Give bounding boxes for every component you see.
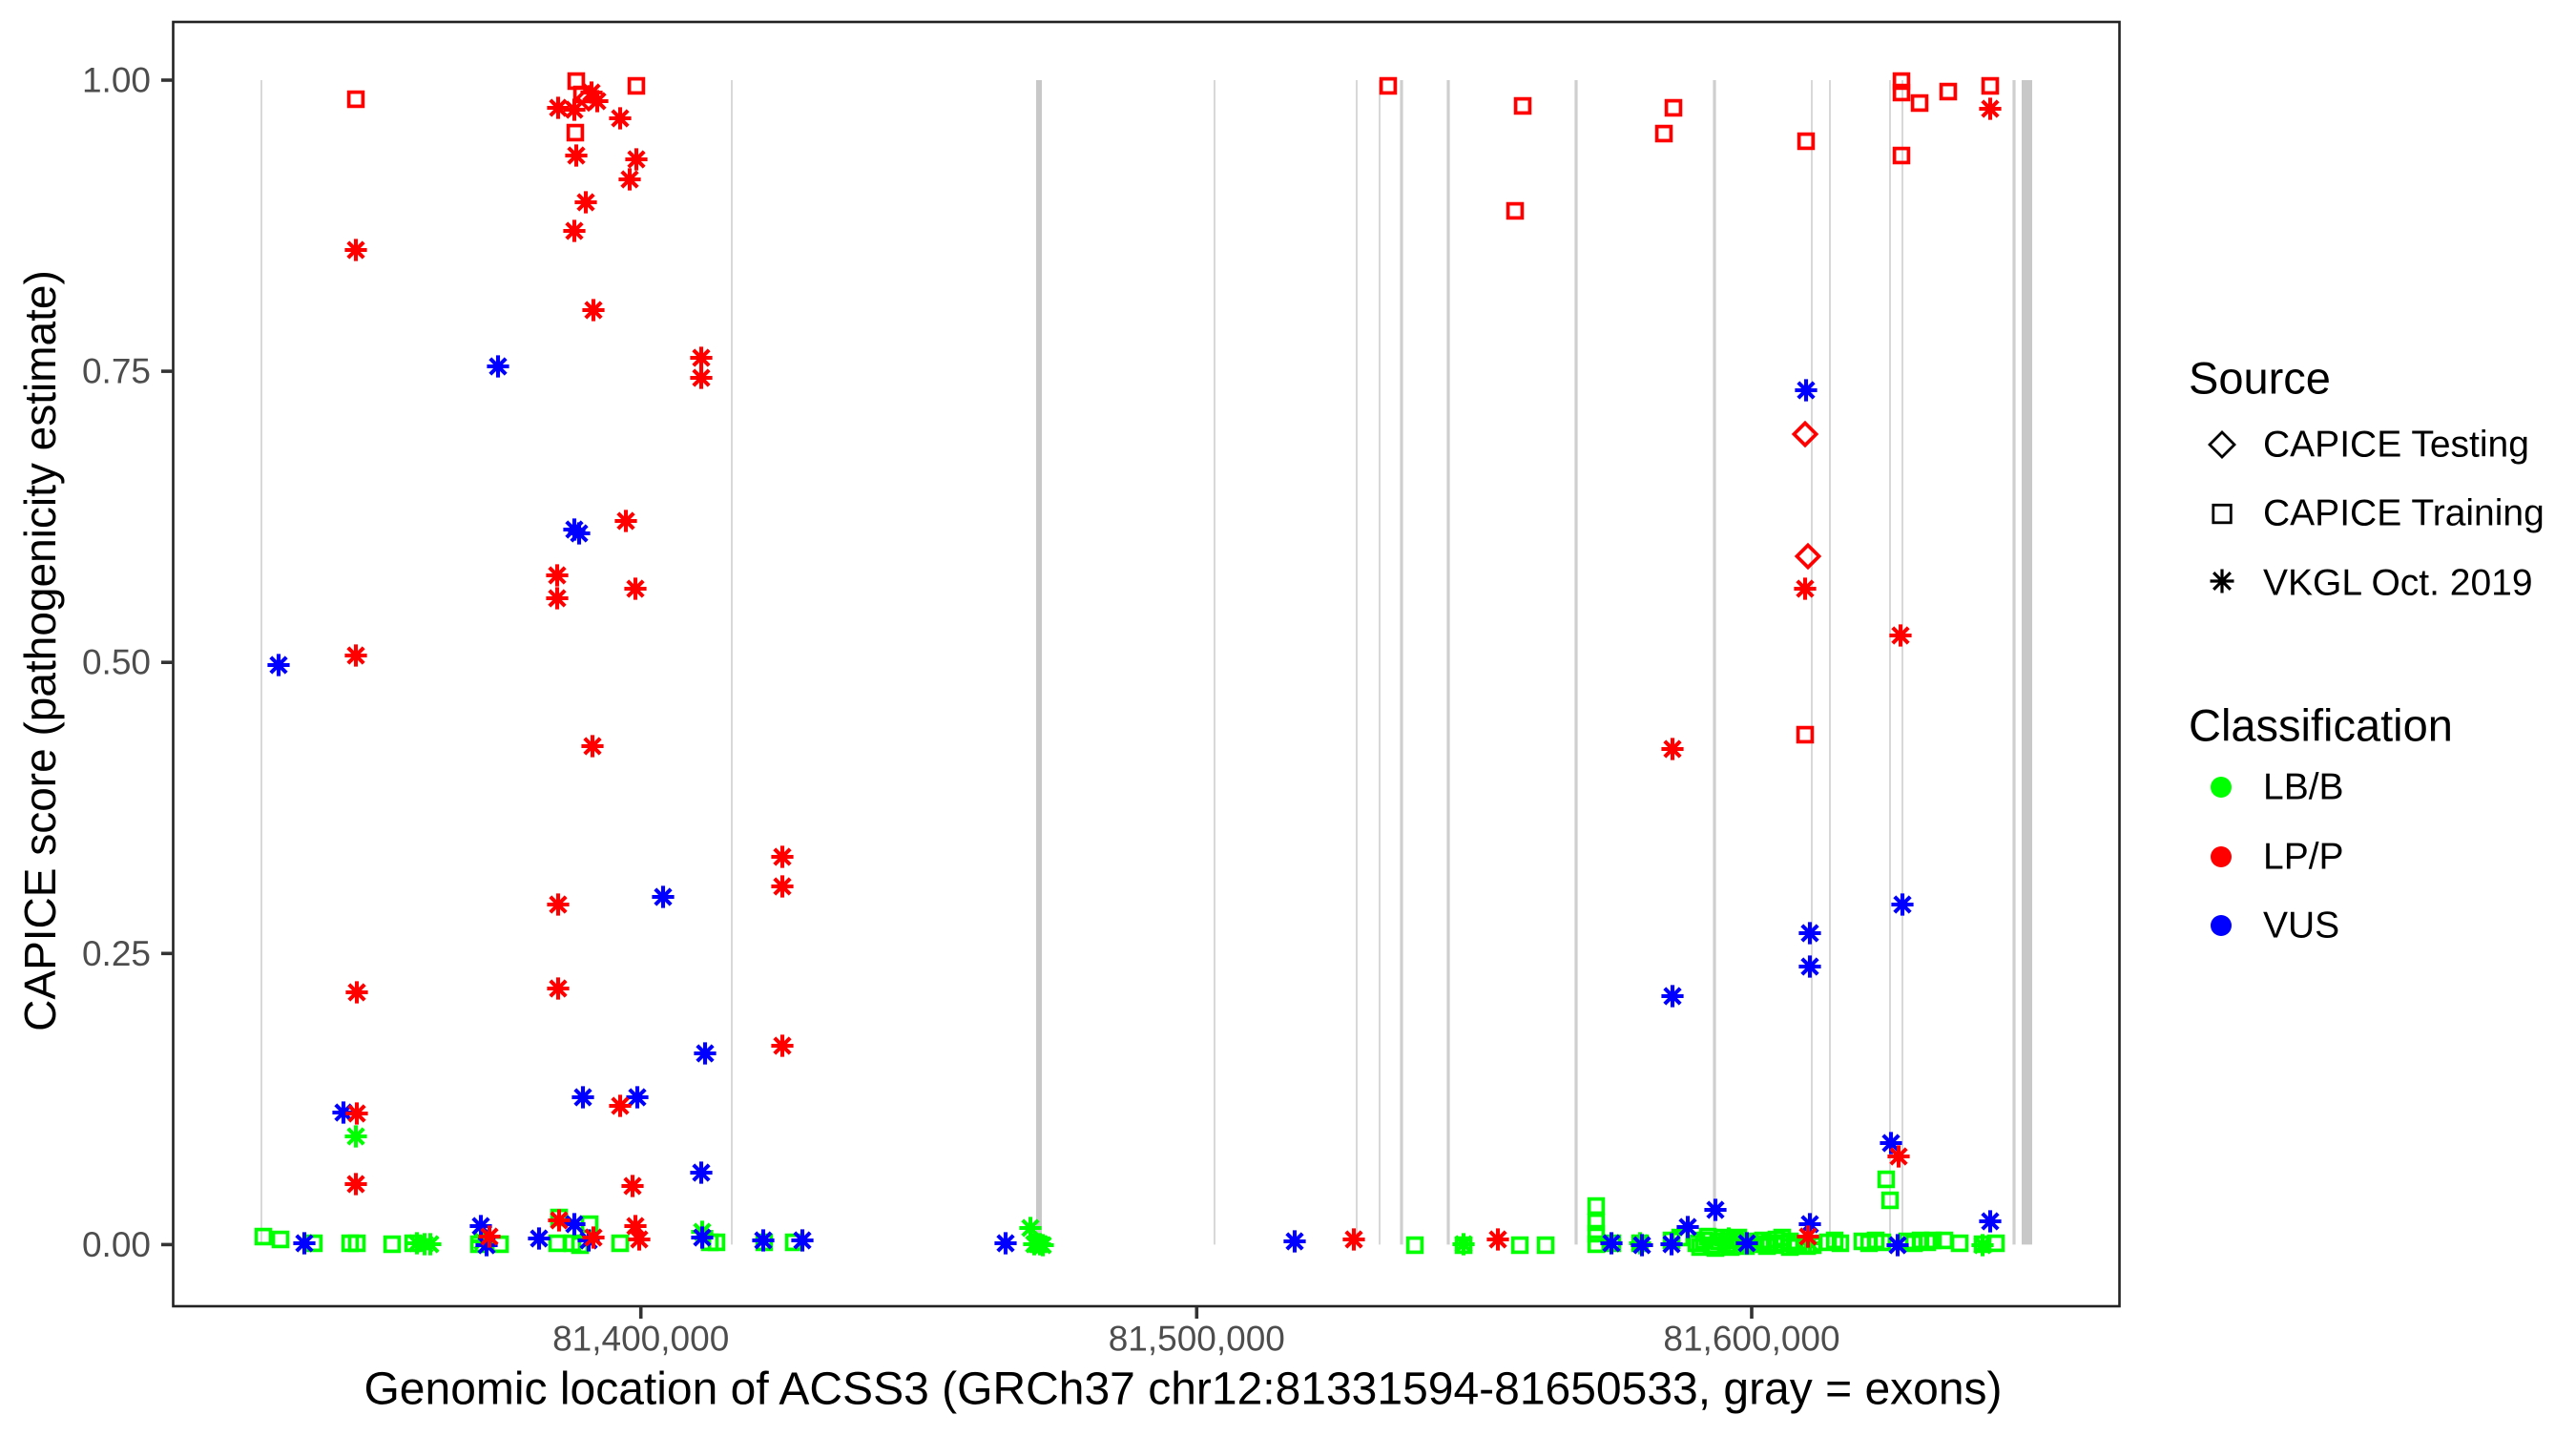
svg-text:LP/P: LP/P: [2263, 837, 2344, 878]
svg-text:VUS: VUS: [2263, 905, 2339, 947]
svg-text:0.25: 0.25: [82, 934, 151, 973]
svg-text:0.75: 0.75: [82, 352, 151, 391]
svg-text:0.00: 0.00: [82, 1225, 151, 1264]
svg-text:CAPICE Testing: CAPICE Testing: [2263, 425, 2529, 466]
svg-text:CAPICE Training: CAPICE Training: [2263, 493, 2545, 534]
svg-text:81,600,000: 81,600,000: [1663, 1320, 1839, 1359]
svg-text:Genomic location of ACSS3 (GRC: Genomic location of ACSS3 (GRCh37 chr12:…: [364, 1364, 2002, 1415]
svg-text:LB/B: LB/B: [2263, 767, 2344, 808]
svg-text:81,500,000: 81,500,000: [1109, 1320, 1285, 1359]
svg-text:0.50: 0.50: [82, 643, 151, 682]
svg-text:VKGL Oct. 2019: VKGL Oct. 2019: [2263, 563, 2533, 604]
svg-text:Classification: Classification: [2189, 700, 2453, 751]
svg-text:CAPICE score (pathogenicity es: CAPICE score (pathogenicity estimate): [15, 270, 65, 1031]
svg-text:Source: Source: [2189, 353, 2331, 404]
svg-text:81,400,000: 81,400,000: [552, 1320, 729, 1359]
svg-text:1.00: 1.00: [82, 61, 151, 100]
